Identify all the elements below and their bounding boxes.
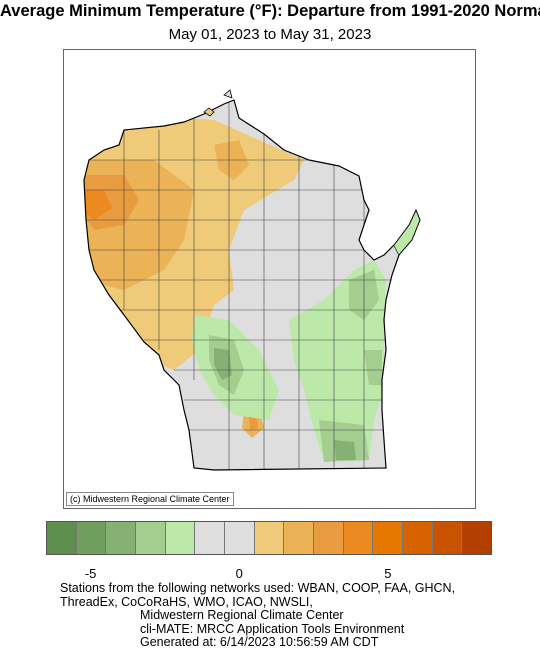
- footer-networks-line: ThreadEx, CoCoRaHS, WMO, ICAO, NWSLI,: [60, 594, 313, 609]
- legend-swatch: [432, 522, 463, 554]
- cool-anomaly-region: [214, 348, 232, 380]
- legend-tick-label: 0: [235, 566, 243, 581]
- legend-swatch: [165, 522, 196, 554]
- warm-anomaly-region: [84, 190, 112, 220]
- cool-anomaly-region: [364, 350, 382, 385]
- legend-swatch: [373, 522, 404, 554]
- warm-anomaly-region: [249, 416, 258, 430]
- legend-swatch: [106, 522, 137, 554]
- legend-swatch: [136, 522, 166, 554]
- color-legend: [46, 521, 492, 555]
- legend-tick-label: 5: [384, 566, 392, 581]
- legend-swatch: [225, 522, 255, 554]
- legend-swatch: [254, 522, 285, 554]
- legend-swatch: [195, 522, 226, 554]
- map-panel: (c) Midwestern Regional Climate Center: [63, 49, 476, 509]
- footer-org-line: Midwestern Regional Climate Center: [140, 608, 344, 622]
- footer-notes: Stations from the following networks use…: [60, 581, 456, 650]
- legend-swatch: [462, 522, 492, 554]
- legend-swatch: [403, 522, 433, 554]
- wisconsin-departure-map: [83, 89, 421, 471]
- footer-networks-line: Stations from the following networks use…: [60, 581, 456, 595]
- footer-app-line: cli-MATE: MRCC Application Tools Environ…: [140, 621, 405, 636]
- county-boundaries: [84, 100, 394, 470]
- legend-swatch: [284, 522, 315, 554]
- legend-swatch: [76, 522, 107, 554]
- legend-swatch: [47, 522, 77, 554]
- date-range-subtitle: May 01, 2023 to May 31, 2023: [168, 26, 372, 43]
- map-title: Average Minimum Temperature (°F): Depart…: [0, 2, 540, 20]
- legend-swatch: [314, 522, 344, 554]
- legend-tick-label: -5: [84, 566, 97, 581]
- legend-swatch: [343, 522, 374, 554]
- map-credit: (c) Midwestern Regional Climate Center: [66, 492, 234, 506]
- cool-anomaly-region: [334, 440, 356, 460]
